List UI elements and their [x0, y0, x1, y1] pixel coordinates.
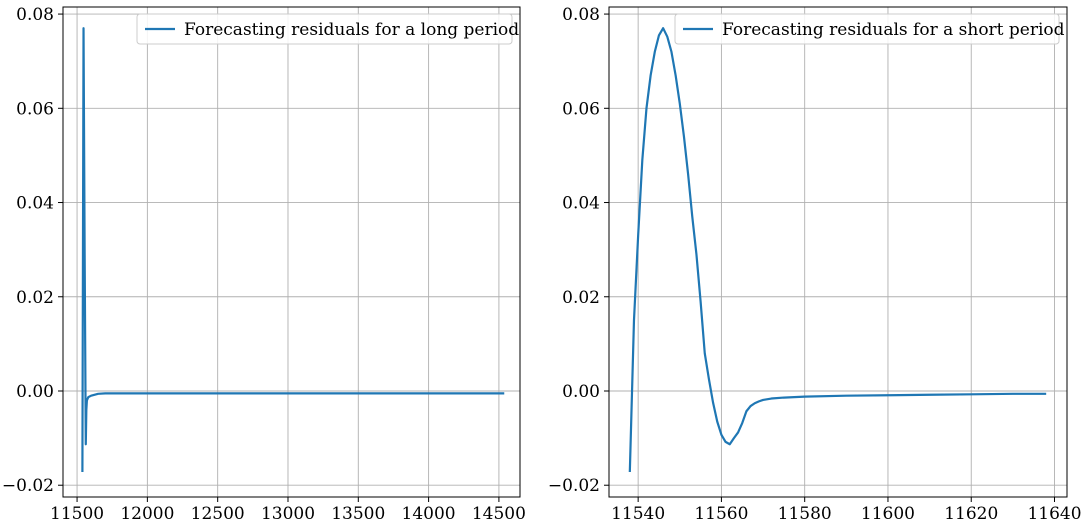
x-tick-label: 13500 [331, 504, 385, 524]
legend: Forecasting residuals for a short period [674, 13, 1065, 45]
legend-box [136, 13, 513, 45]
short-period-chart-panel: 11540 11560 11580 11600 11620 11640 −0.02 0.00 0… [548, 5, 1082, 524]
plot-frame [62, 6, 521, 498]
y-tick-label: 0.04 [562, 194, 600, 214]
legend-box [674, 13, 1060, 45]
x-tick-label: 11540 [611, 504, 665, 524]
y-tick-label: 0.02 [562, 288, 600, 308]
x-tick-label: 11600 [861, 504, 915, 524]
plot-frame [608, 6, 1068, 498]
long-period-chart-panel: 11500 12000 12500 13000 13500 14000 14500 −0.02… [2, 5, 526, 524]
y-tick-label: 0.06 [562, 99, 600, 119]
y-tick-label: −0.02 [2, 476, 54, 496]
y-tick-label: 0.02 [16, 288, 54, 308]
y-tick-label: 0.06 [16, 99, 54, 119]
y-tick-label: 0.04 [16, 194, 54, 214]
x-tick-label: 11640 [1027, 504, 1081, 524]
series-line [81, 27, 505, 473]
y-tick-label: −0.02 [548, 476, 600, 496]
legend-label: Forecasting residuals for a long period [184, 20, 519, 40]
x-tick-label: 12500 [191, 504, 245, 524]
y-tick-label: 0.08 [16, 5, 54, 25]
legend: Forecasting residuals for a long period [136, 13, 519, 45]
x-tick-label: 11580 [778, 504, 832, 524]
x-tick-label: 11620 [944, 504, 998, 524]
x-tick-label: 14000 [402, 504, 456, 524]
x-tick-label: 12000 [120, 504, 174, 524]
x-tick-label: 11560 [694, 504, 748, 524]
x-tick-label: 13000 [261, 504, 315, 524]
x-tick-label: 11500 [50, 504, 104, 524]
series-line [628, 27, 1047, 473]
legend-label: Forecasting residuals for a short period [722, 20, 1065, 40]
y-tick-label: 0.08 [562, 5, 600, 25]
y-tick-label: 0.00 [562, 382, 600, 402]
y-tick-label: 0.00 [16, 382, 54, 402]
x-tick-label: 14500 [472, 504, 526, 524]
